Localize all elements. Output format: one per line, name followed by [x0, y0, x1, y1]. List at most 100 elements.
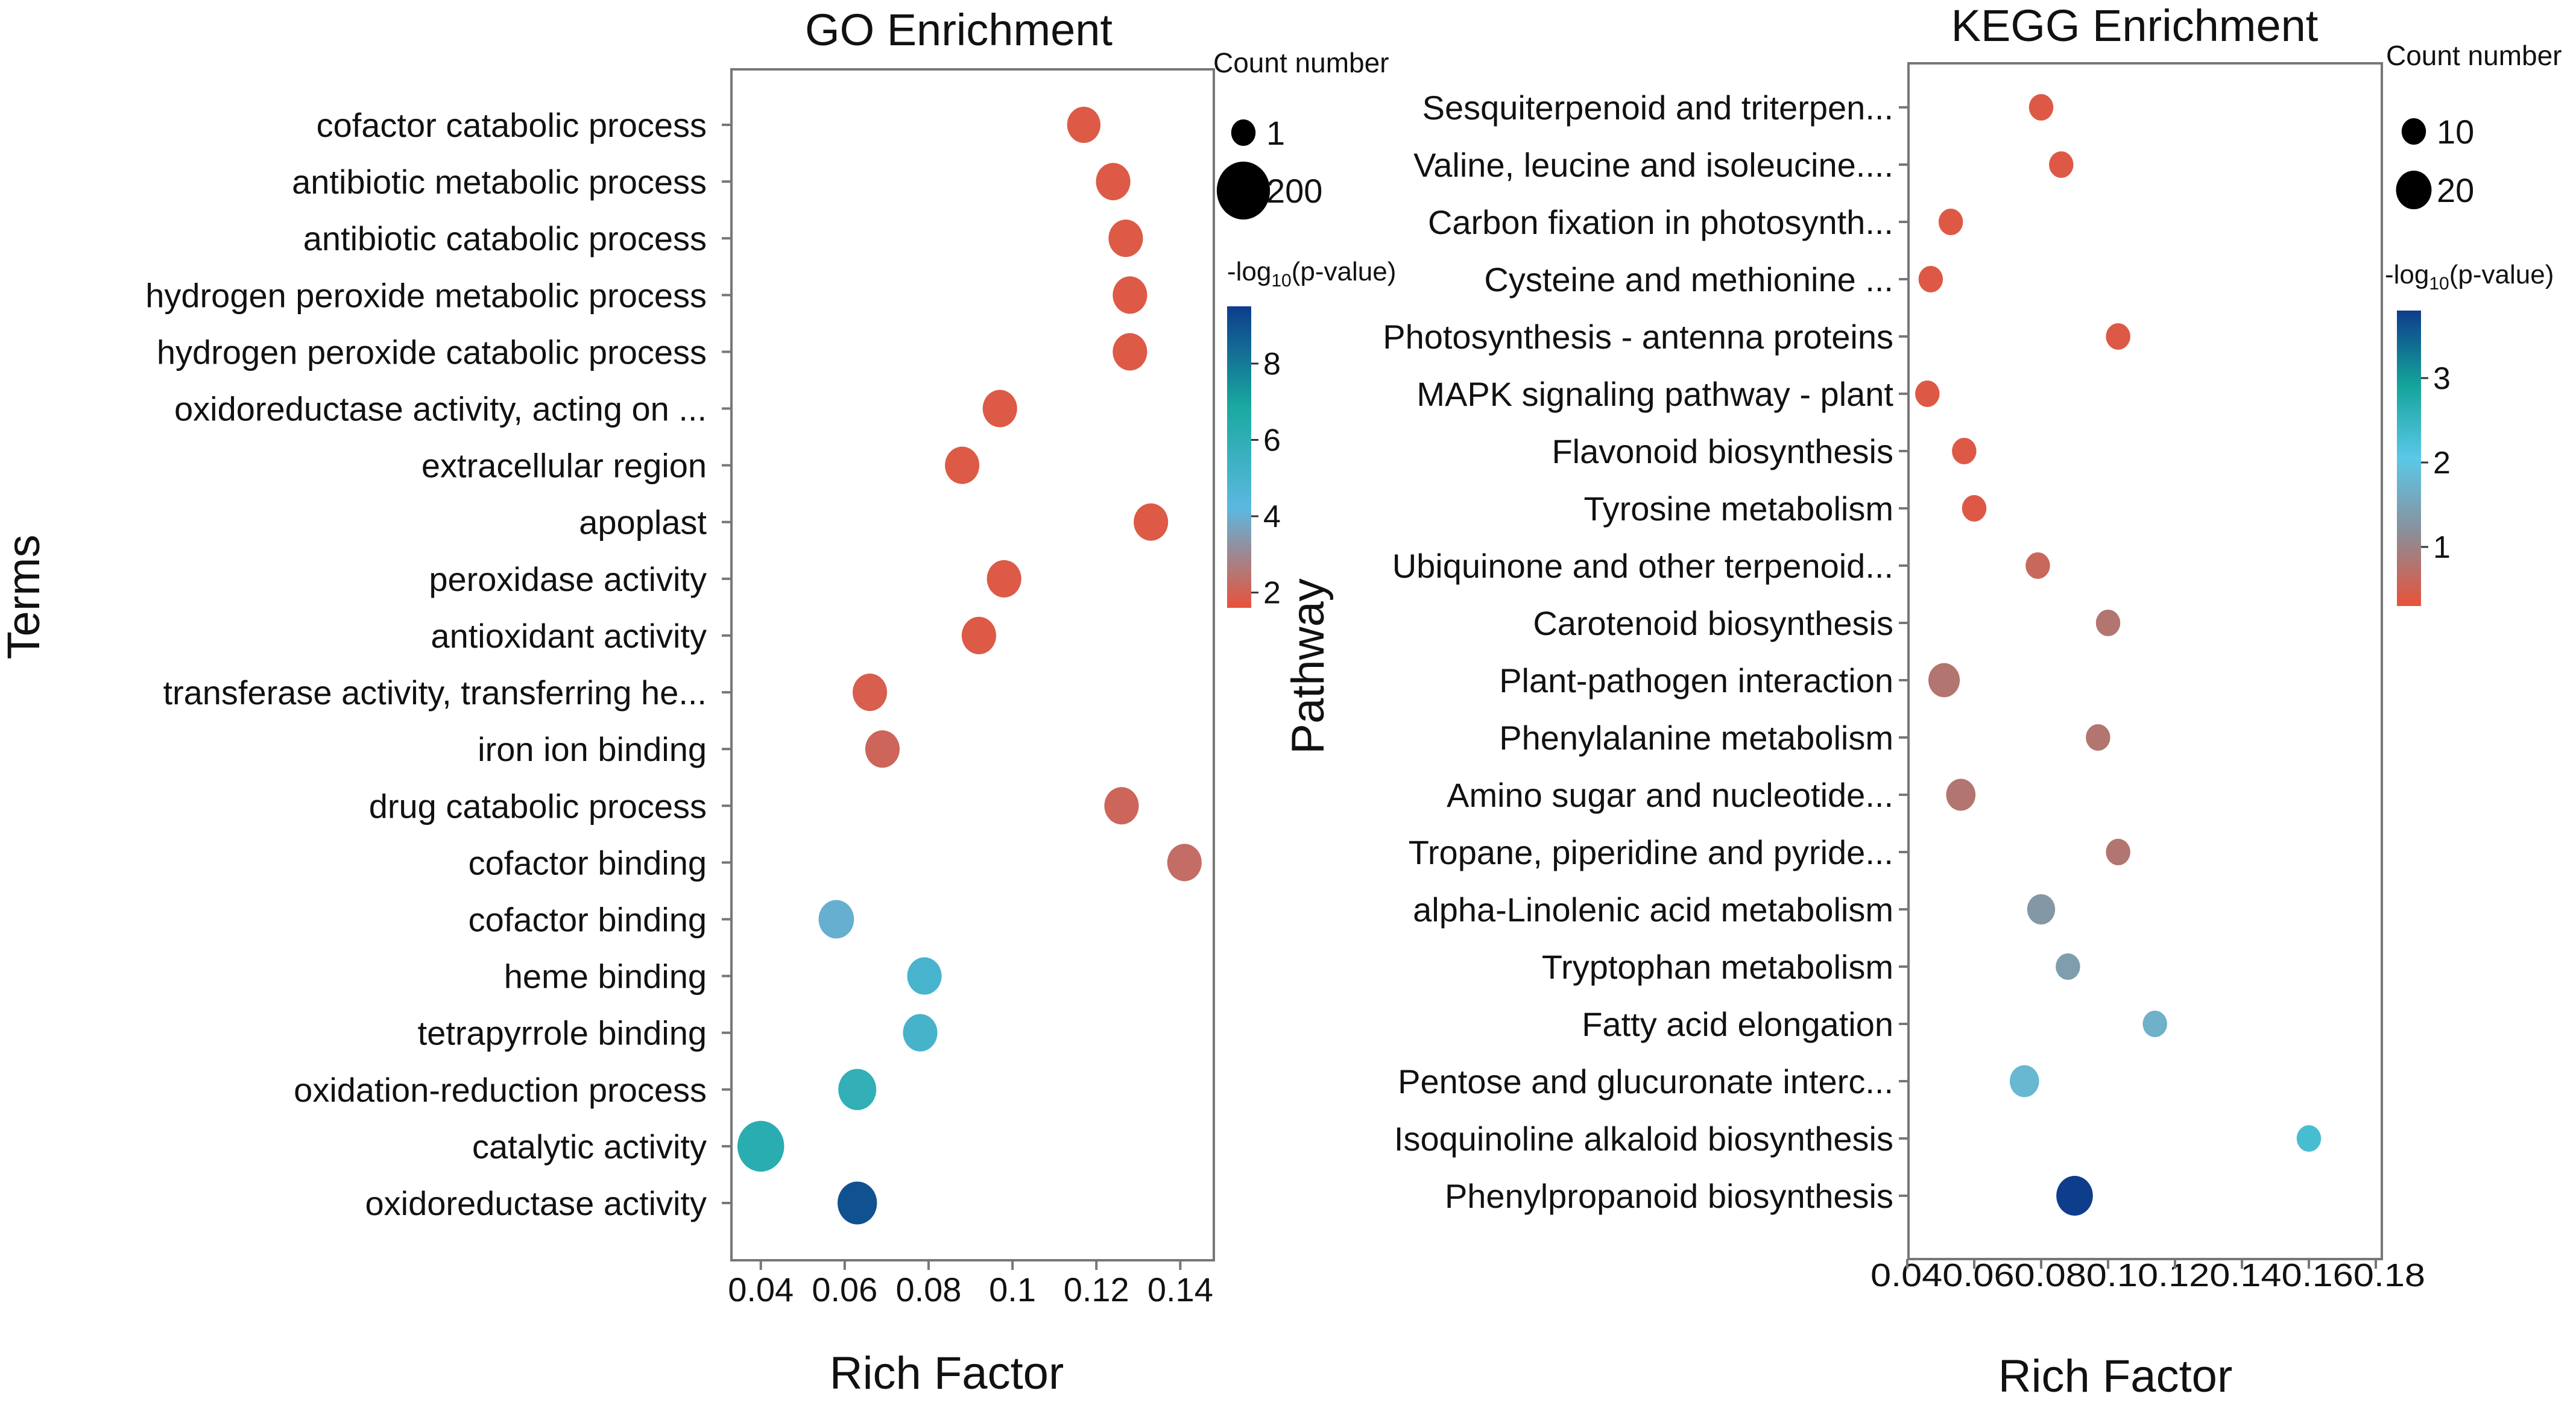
kegg-size-legend-dot [2401, 118, 2426, 145]
kegg-size-legend: Count number 10 20 [2386, 40, 2562, 209]
go-term-label: hydrogen peroxide metabolic process [145, 276, 707, 314]
go-point [1108, 219, 1143, 257]
go-point [737, 1120, 784, 1172]
go-x-tick-label: 0.12 [1064, 1271, 1129, 1309]
kegg-term-label: Cysteine and methionine ... [1484, 260, 1893, 298]
kegg-title: KEGG Enrichment [1951, 1, 2319, 51]
go-colorbar [1227, 306, 1251, 608]
kegg-point [2095, 610, 2121, 636]
kegg-colorbar-tick-label: 3 [2433, 361, 2451, 396]
go-term-label: peroxidase activity [429, 560, 707, 598]
kegg-term-label: Flavonoid biosynthesis [1552, 432, 1893, 470]
go-size-legend-label: 1 [1266, 114, 1285, 152]
go-term-label: hydrogen peroxide catabolic process [157, 333, 707, 371]
kegg-x-axis-label: Rich Factor [1998, 1351, 2233, 1402]
kegg-size-legend-dot [2396, 171, 2432, 209]
go-point [1113, 333, 1148, 371]
go-size-legend-label: 200 [1266, 172, 1322, 210]
go-point [903, 1014, 938, 1052]
kegg-term-label: Tryptophan metabolism [1542, 948, 1893, 986]
kegg-color-legend-title: -log10(p-value) [2385, 260, 2554, 294]
go-x-axis-label: Rich Factor [830, 1348, 1064, 1399]
kegg-data-points [1915, 94, 2322, 1216]
kegg-color-legend: -log10(p-value) 3 2 1 [2385, 260, 2554, 606]
go-point [907, 957, 942, 995]
kegg-plot-frame [1907, 62, 2383, 1260]
kegg-term-label: Phenylpropanoid biosynthesis [1445, 1177, 1893, 1215]
go-size-legend: Count number 1 200 [1213, 47, 1389, 219]
go-y-axis-label: Terms [0, 535, 49, 660]
go-term-label: antibiotic metabolic process [292, 163, 707, 201]
kegg-point [1952, 438, 1977, 464]
kegg-point [2086, 724, 2110, 751]
kegg-term-label: Phenylalanine metabolism [1499, 719, 1893, 757]
go-point [853, 674, 888, 712]
kegg-term-label: Carotenoid biosynthesis [1533, 604, 1893, 642]
go-point [1167, 844, 1202, 882]
kegg-term-label: Valine, leucine and isoleucine.... [1413, 146, 1893, 184]
kegg-point [1962, 495, 1987, 522]
go-term-label: transferase activity, transferring he... [163, 674, 707, 712]
go-term-label: cofactor catabolic process [317, 106, 707, 144]
kegg-point [1915, 380, 1940, 407]
kegg-size-legend-label: 10 [2437, 113, 2474, 151]
go-point [1134, 503, 1169, 541]
go-x-tick-label: 0.06 [812, 1271, 877, 1309]
go-x-ticks: 0.04 0.06 0.08 0.1 0.12 0.14 [728, 1260, 1213, 1309]
go-point [865, 730, 900, 768]
kegg-point [2049, 151, 2074, 178]
kegg-term-label: Tropane, piperidine and pyride... [1409, 833, 1893, 871]
kegg-term-label: Plant-pathogen interaction [1499, 661, 1893, 699]
go-point [837, 1181, 877, 1225]
go-term-label: catalytic activity [472, 1128, 707, 1166]
go-plot-frame [730, 68, 1215, 1261]
go-x-tick-label: 0.1 [989, 1271, 1036, 1309]
kegg-term-label: Photosynthesis - antenna proteins [1383, 318, 1893, 356]
kegg-colorbar [2397, 311, 2421, 606]
kegg-point [2028, 94, 2054, 121]
go-data-points [737, 106, 1202, 1225]
go-term-labels: cofactor catabolic process antibiotic met… [145, 106, 731, 1222]
go-colorbar-tick-label: 2 [1263, 576, 1281, 611]
go-title: GO Enrichment [805, 5, 1113, 55]
go-point [818, 900, 854, 939]
go-colorbar-tick-label: 6 [1263, 423, 1281, 458]
kegg-term-label: Amino sugar and nucleotide... [1447, 776, 1893, 814]
go-term-label: oxidoreductase activity, acting on ... [174, 390, 707, 428]
go-color-legend: -log10(p-value) 8 6 4 2 [1227, 257, 1396, 611]
go-enrichment-panel: GO Enrichment cofactor catabolic process… [0, 5, 1396, 1399]
go-term-label: cofactor binding [469, 900, 707, 938]
go-point [982, 390, 1017, 428]
kegg-term-label: Carbon fixation in photosynth... [1428, 203, 1893, 241]
go-size-legend-dot [1231, 119, 1256, 146]
kegg-term-label: Ubiquinone and other terpenoid... [1392, 547, 1893, 585]
kegg-enrichment-panel: KEGG Enrichment Sesquiterpenoid and trit… [1283, 1, 2562, 1402]
go-x-tick-label: 0.14 [1148, 1271, 1213, 1309]
kegg-colorbar-tick-label: 1 [2433, 530, 2451, 565]
go-term-label: oxidoreductase activity [365, 1184, 707, 1222]
kegg-point [1928, 663, 1960, 698]
go-size-legend-title: Count number [1213, 47, 1389, 78]
go-point [987, 560, 1021, 598]
go-colorbar-tick-label: 8 [1263, 347, 1281, 382]
kegg-size-legend-title: Count number [2386, 40, 2562, 71]
go-point [1067, 106, 1100, 144]
kegg-point [1918, 266, 1943, 292]
kegg-point [1938, 209, 1963, 235]
go-point [945, 446, 980, 484]
go-term-label: oxidation-reduction process [294, 1071, 707, 1109]
kegg-term-label: Fatty acid elongation [1582, 1005, 1893, 1043]
kegg-point [2106, 839, 2130, 865]
go-colorbar-tick-label: 4 [1263, 499, 1281, 534]
kegg-y-axis-label: Pathway [1283, 578, 1334, 754]
go-color-legend-title: -log10(p-value) [1227, 257, 1396, 291]
kegg-term-label: Pentose and glucuronate interc... [1398, 1062, 1893, 1100]
go-term-label: apoplast [579, 504, 707, 541]
go-term-label: extracellular region [421, 447, 707, 485]
kegg-term-label: Sesquiterpenoid and triterpen... [1422, 89, 1893, 127]
go-x-tick-label: 0.04 [728, 1271, 794, 1309]
kegg-size-legend-label: 20 [2437, 171, 2474, 209]
go-term-label: drug catabolic process [369, 787, 707, 825]
kegg-point [2142, 1011, 2167, 1037]
